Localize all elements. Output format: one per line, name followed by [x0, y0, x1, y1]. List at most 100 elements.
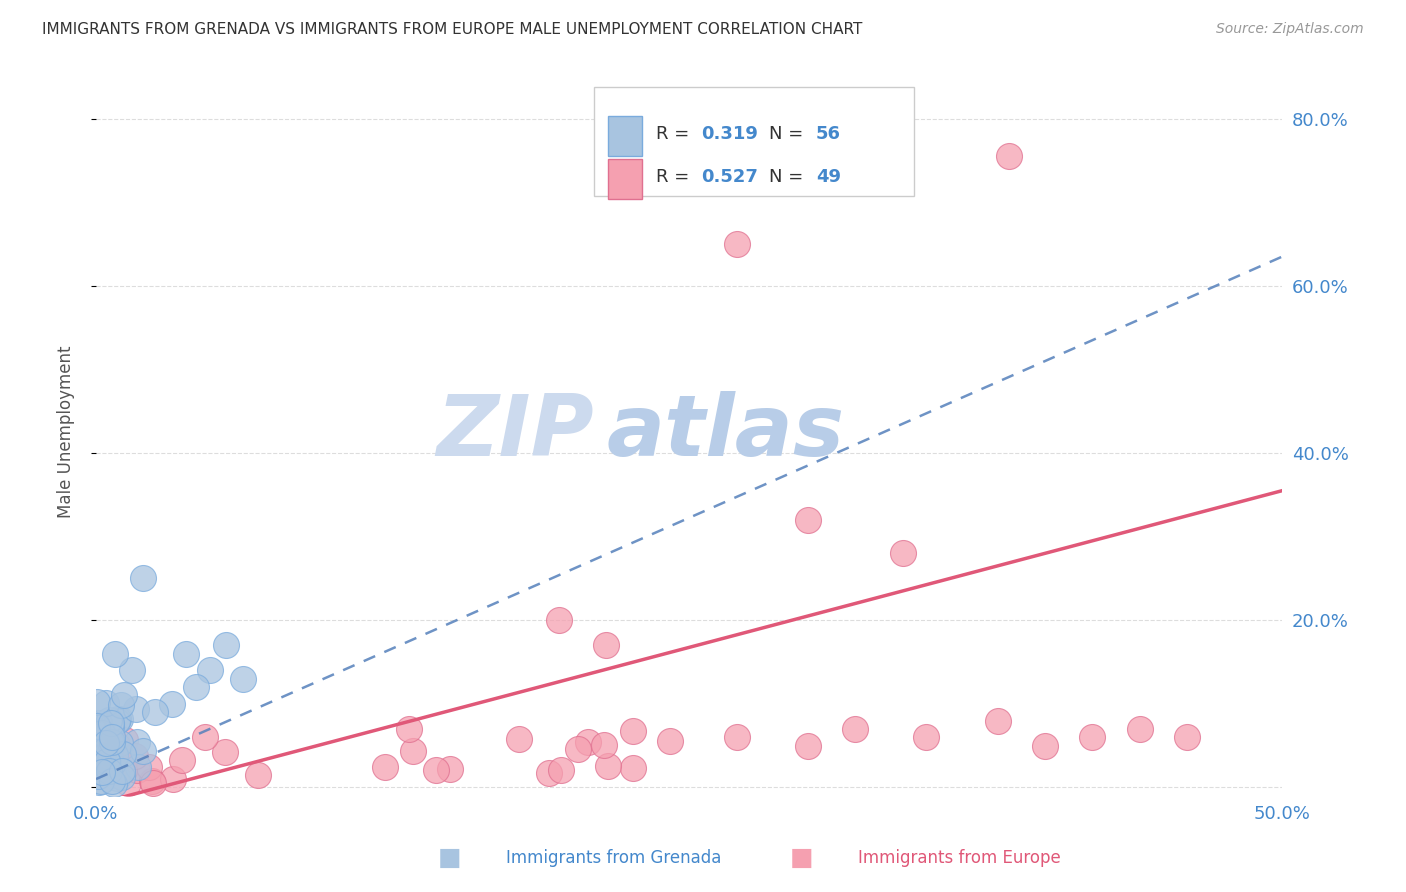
Point: [398, 722, 420, 736]
Point: [112, 763, 135, 777]
Text: 0.319: 0.319: [702, 125, 758, 143]
Text: R =: R =: [657, 169, 695, 186]
Point: [96, 769, 118, 783]
Point: [132, 744, 155, 758]
Point: [160, 697, 183, 711]
Point: [100, 720, 122, 734]
Point: [162, 772, 184, 786]
Point: [93, 749, 115, 764]
Point: [174, 647, 197, 661]
Text: ZIP: ZIP: [437, 391, 595, 474]
Text: Immigrants from Europe: Immigrants from Europe: [858, 849, 1060, 867]
Point: [508, 732, 530, 747]
Point: [246, 767, 269, 781]
Point: [98, 747, 121, 761]
Point: [1175, 731, 1198, 745]
Point: [107, 713, 129, 727]
Point: [439, 762, 461, 776]
Point: [105, 771, 128, 785]
Y-axis label: Male Unemployment: Male Unemployment: [58, 346, 75, 518]
Point: [425, 764, 447, 778]
Text: N =: N =: [769, 125, 808, 143]
Point: [1081, 731, 1104, 745]
Point: [93, 736, 115, 750]
Point: [86, 763, 108, 777]
Point: [593, 738, 616, 752]
Text: atlas: atlas: [606, 391, 844, 474]
Point: [97, 756, 120, 771]
Point: [844, 722, 866, 736]
Point: [117, 776, 139, 790]
Point: [110, 698, 132, 712]
Point: [90, 773, 112, 788]
Point: [1129, 722, 1152, 736]
Point: [105, 738, 128, 752]
Point: [725, 731, 748, 745]
Point: [98, 714, 121, 728]
Point: [1033, 739, 1056, 753]
Text: ■: ■: [790, 847, 813, 870]
Point: [114, 733, 136, 747]
Point: [915, 731, 938, 745]
Point: [127, 760, 149, 774]
Point: [124, 749, 146, 764]
Point: [891, 546, 914, 560]
Point: [143, 705, 166, 719]
FancyBboxPatch shape: [595, 87, 914, 195]
Point: [101, 757, 124, 772]
Point: [94, 736, 117, 750]
Point: [567, 742, 589, 756]
Point: [104, 647, 127, 661]
Point: [112, 747, 135, 762]
Point: [595, 638, 617, 652]
Point: [401, 744, 423, 758]
Point: [598, 759, 620, 773]
Point: [121, 664, 143, 678]
Point: [621, 762, 644, 776]
Text: 49: 49: [815, 169, 841, 186]
Point: [98, 735, 121, 749]
Text: IMMIGRANTS FROM GRENADA VS IMMIGRANTS FROM EUROPE MALE UNEMPLOYMENT CORRELATION : IMMIGRANTS FROM GRENADA VS IMMIGRANTS FR…: [42, 22, 862, 37]
Point: [101, 735, 124, 749]
Point: [658, 733, 681, 747]
Point: [103, 777, 125, 791]
Point: [232, 672, 254, 686]
Point: [537, 766, 560, 780]
Point: [214, 745, 236, 759]
Point: [86, 768, 108, 782]
Point: [112, 753, 135, 767]
Point: [93, 755, 115, 769]
Point: [132, 571, 155, 585]
Point: [114, 689, 136, 703]
Point: [96, 754, 118, 768]
Point: [550, 764, 572, 778]
Text: Source: ZipAtlas.com: Source: ZipAtlas.com: [1216, 22, 1364, 37]
Point: [141, 773, 163, 788]
Point: [100, 774, 122, 789]
Point: [86, 695, 108, 709]
Point: [141, 775, 163, 789]
Point: [198, 664, 221, 678]
Point: [194, 731, 217, 745]
Point: [87, 775, 110, 789]
Text: ■: ■: [439, 847, 461, 870]
Point: [93, 744, 115, 758]
Point: [87, 715, 110, 730]
Point: [138, 759, 160, 773]
Point: [998, 149, 1021, 163]
Bar: [609, 160, 641, 200]
Bar: [609, 116, 641, 156]
Point: [86, 719, 108, 733]
Point: [374, 760, 396, 774]
Point: [184, 680, 207, 694]
Point: [104, 748, 127, 763]
Point: [986, 714, 1008, 728]
Text: N =: N =: [769, 169, 808, 186]
Point: [725, 237, 748, 252]
Point: [104, 768, 127, 782]
Point: [91, 726, 114, 740]
Text: Immigrants from Grenada: Immigrants from Grenada: [506, 849, 721, 867]
Point: [215, 638, 238, 652]
Point: [101, 730, 124, 744]
Point: [125, 735, 148, 749]
